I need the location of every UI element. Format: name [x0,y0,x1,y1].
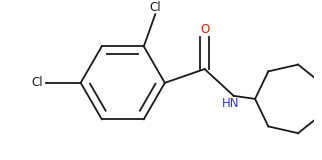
Text: O: O [200,23,209,36]
Text: Cl: Cl [149,1,161,14]
Text: Cl: Cl [31,76,43,89]
Text: HN: HN [222,97,239,110]
